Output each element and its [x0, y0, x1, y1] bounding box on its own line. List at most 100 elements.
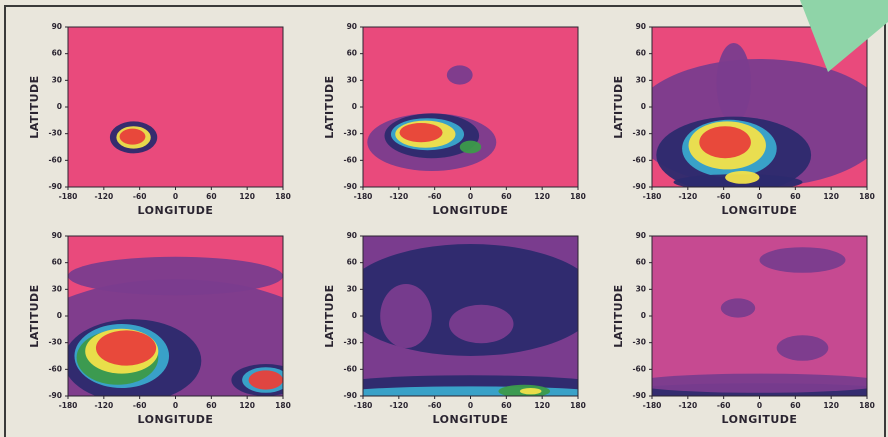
figure: -180 -120 -60 0 60 120 180 90 60 30 0 -30 -60 -90 LONG…	[0, 0, 888, 437]
x-tick-label: -120	[389, 401, 408, 410]
x-axis-label: LONGITUDE	[722, 204, 798, 217]
y-tick-label: -30	[48, 338, 62, 347]
x-tick-label: 60	[206, 192, 216, 201]
y-tick-label: -90	[48, 182, 62, 191]
y-axis-label: LATITUDE	[612, 75, 625, 138]
x-tick-label: -180	[354, 401, 373, 410]
x-tick-label: 0	[173, 192, 178, 201]
y-tick-label: -60	[632, 364, 646, 373]
contour	[760, 247, 846, 273]
x-tick-label: -120	[389, 192, 408, 201]
y-tick-label: -30	[632, 129, 646, 138]
x-tick-label: 0	[173, 401, 178, 410]
x-tick-label: 180	[570, 192, 586, 201]
x-tick-label: 120	[239, 401, 255, 410]
x-tick-label: 60	[790, 401, 800, 410]
y-tick-label: 30	[52, 284, 62, 293]
x-axis-label: LONGITUDE	[433, 413, 509, 426]
y-tick-label: 0	[57, 311, 62, 320]
y-tick-label: 0	[641, 102, 646, 111]
y-tick-label: 0	[352, 102, 357, 111]
y-tick-label: 0	[57, 102, 62, 111]
x-tick-label: 60	[501, 401, 511, 410]
y-tick-label: -60	[48, 155, 62, 164]
x-axis-label: LONGITUDE	[138, 413, 214, 426]
y-tick-label: 60	[636, 258, 646, 267]
y-tick-label: 0	[352, 311, 357, 320]
y-tick-label: 60	[52, 258, 62, 267]
x-tick-label: -60	[428, 192, 442, 201]
x-tick-label: 180	[275, 192, 291, 201]
x-axis-label: LONGITUDE	[433, 204, 509, 217]
x-tick-label: -180	[354, 192, 373, 201]
y-tick-label: 30	[347, 284, 357, 293]
contour	[520, 388, 542, 394]
contour	[460, 141, 482, 154]
y-tick-label: 60	[347, 49, 357, 58]
contour	[725, 171, 759, 184]
x-tick-label: 180	[570, 401, 586, 410]
x-tick-label: -180	[643, 401, 662, 410]
y-tick-label: 90	[347, 231, 357, 240]
contour	[721, 298, 755, 317]
y-axis-label: LATITUDE	[612, 284, 625, 347]
x-tick-label: 0	[757, 401, 762, 410]
x-tick-label: -120	[678, 192, 697, 201]
y-tick-label: -90	[632, 391, 646, 400]
y-tick-label: 60	[52, 49, 62, 58]
x-tick-label: -60	[133, 401, 147, 410]
contour	[777, 335, 829, 361]
y-tick-label: 60	[347, 258, 357, 267]
y-tick-label: -90	[632, 182, 646, 191]
y-tick-label: -30	[48, 129, 62, 138]
x-tick-label: -180	[59, 401, 78, 410]
x-tick-label: 0	[757, 192, 762, 201]
contour	[400, 123, 443, 142]
x-tick-label: 0	[468, 192, 473, 201]
y-tick-label: -90	[343, 182, 357, 191]
y-tick-label: 90	[52, 22, 62, 31]
y-tick-label: -60	[48, 364, 62, 373]
x-tick-label: -60	[717, 192, 731, 201]
y-tick-label: -90	[343, 391, 357, 400]
x-tick-label: -60	[133, 192, 147, 201]
y-tick-label: -90	[48, 391, 62, 400]
y-tick-label: -30	[632, 338, 646, 347]
contour	[447, 65, 473, 84]
x-tick-label: 120	[239, 192, 255, 201]
y-tick-label: -60	[343, 155, 357, 164]
y-tick-label: 90	[347, 22, 357, 31]
contour	[249, 370, 283, 389]
y-axis-label: LATITUDE	[323, 284, 336, 347]
x-tick-label: -60	[428, 401, 442, 410]
y-axis-label: LATITUDE	[28, 284, 41, 347]
contour	[717, 43, 751, 123]
contour	[68, 257, 283, 295]
contour	[699, 126, 751, 158]
x-tick-label: 0	[468, 401, 473, 410]
y-tick-label: 30	[52, 75, 62, 84]
x-tick-label: 180	[275, 401, 291, 410]
y-tick-label: -30	[343, 338, 357, 347]
x-tick-label: 60	[206, 401, 216, 410]
x-axis-label: LONGITUDE	[722, 413, 798, 426]
x-tick-label: -180	[59, 192, 78, 201]
x-tick-label: 60	[790, 192, 800, 201]
contour	[449, 305, 514, 343]
y-tick-label: -60	[632, 155, 646, 164]
x-tick-label: 180	[859, 192, 875, 201]
y-tick-label: 90	[636, 22, 646, 31]
y-tick-label: 30	[636, 75, 646, 84]
x-tick-label: -180	[643, 192, 662, 201]
y-tick-label: 60	[636, 49, 646, 58]
x-tick-label: 180	[859, 401, 875, 410]
x-tick-label: 120	[534, 192, 550, 201]
y-axis-label: LATITUDE	[323, 75, 336, 138]
x-tick-label: -120	[94, 192, 113, 201]
x-tick-label: -120	[94, 401, 113, 410]
y-tick-label: 0	[641, 311, 646, 320]
y-tick-label: 90	[52, 231, 62, 240]
y-tick-label: 30	[347, 75, 357, 84]
x-tick-label: 120	[534, 401, 550, 410]
x-tick-label: 120	[823, 192, 839, 201]
